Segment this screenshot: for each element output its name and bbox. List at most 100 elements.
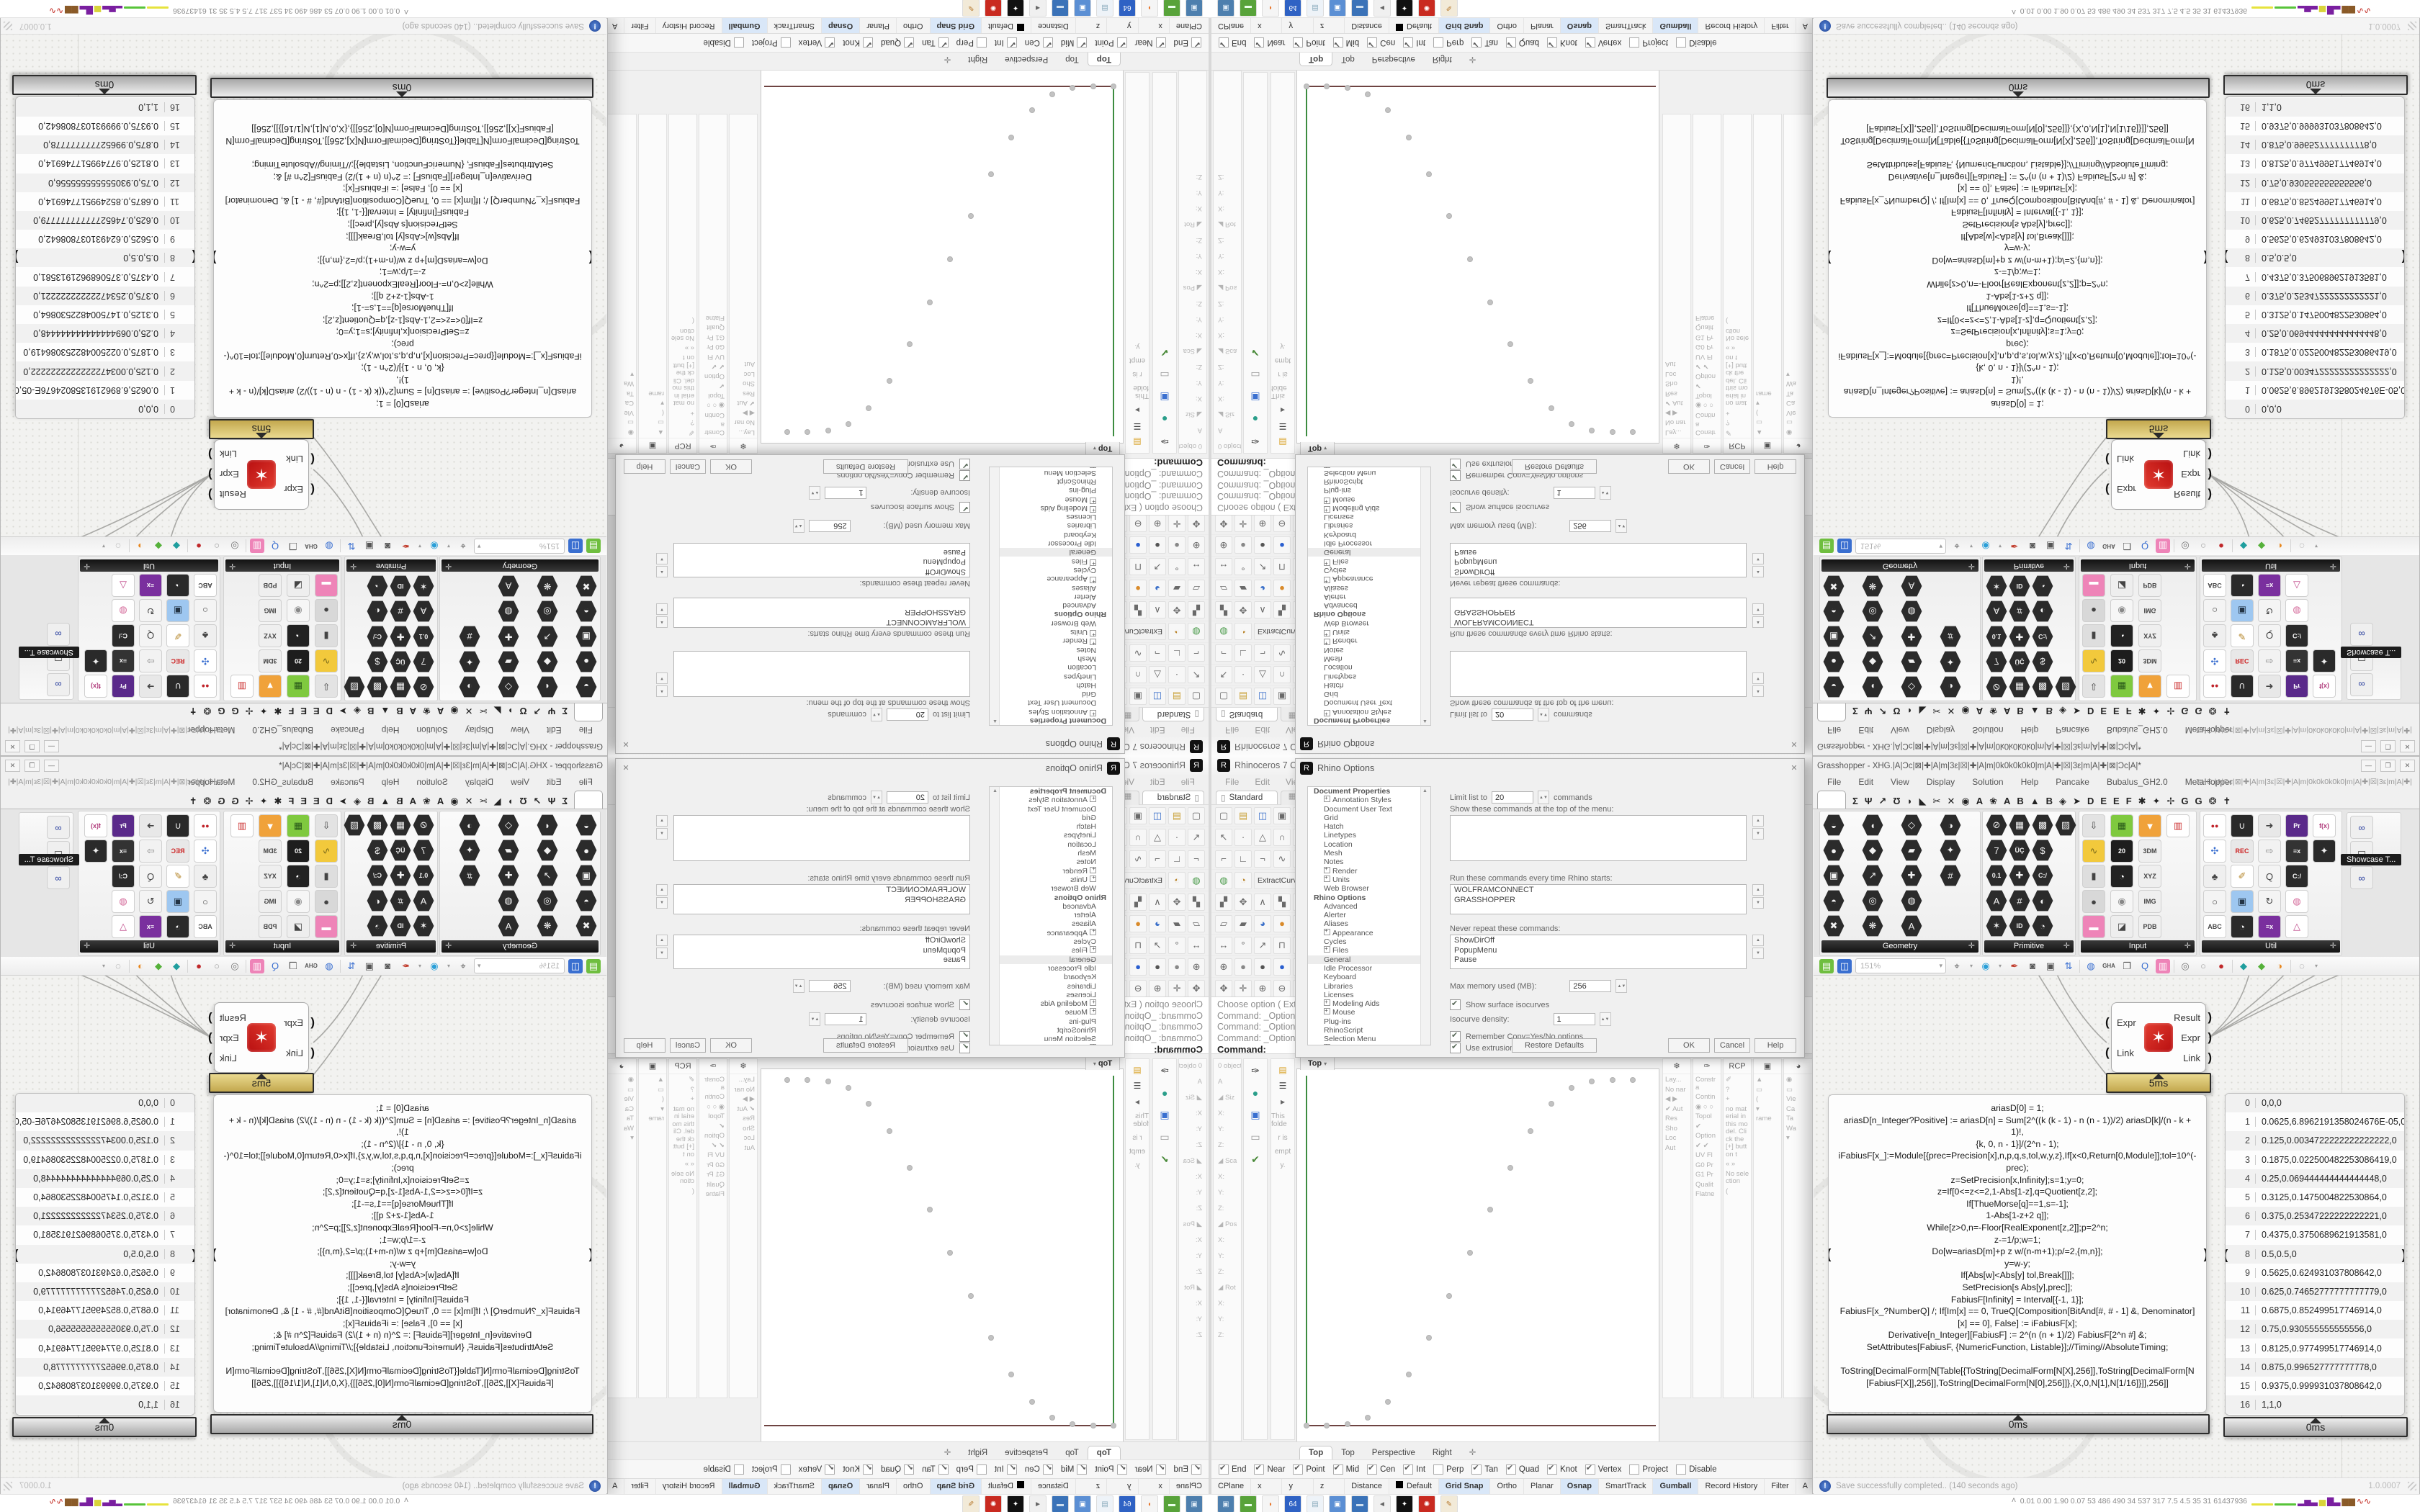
taskbar-app-icon[interactable]: ▬ xyxy=(1351,0,1368,17)
grasshopper-menu-item[interactable]: Display xyxy=(1926,725,1955,735)
toolbar-icon[interactable]: ⊕ xyxy=(1254,979,1271,997)
toolbar-icon[interactable]: ▚ xyxy=(1129,893,1147,911)
osnap-toggle[interactable]: End xyxy=(1219,37,1246,48)
component-icon[interactable]: ◐ xyxy=(367,600,388,622)
component-icon[interactable]: ∪ xyxy=(166,814,189,837)
expand-icon[interactable] xyxy=(1324,709,1330,716)
component-tab[interactable]: G xyxy=(2195,706,2202,716)
component-icon[interactable]: ▦ xyxy=(287,675,310,698)
component-icon[interactable]: ◑ xyxy=(459,676,480,698)
grasshopper-menu-item[interactable]: MetaHopper xyxy=(2184,777,2233,787)
canvas-toolbar-icon[interactable]: ▣ xyxy=(364,541,375,552)
toolbar-tab-standard[interactable]: ▯ Standard xyxy=(1142,791,1204,804)
panel-tab-icon[interactable]: ◕ xyxy=(1784,438,1813,453)
component-icon[interactable]: A xyxy=(498,575,519,597)
component-icon[interactable]: ◍ xyxy=(2285,890,2308,913)
component-tab[interactable]: ❂ xyxy=(203,796,212,806)
canvas-toolbar-icon[interactable]: 151% xyxy=(1855,539,1946,554)
osnap-toggle[interactable]: Quad xyxy=(1505,37,1539,48)
close-icon[interactable]: ✕ xyxy=(2400,759,2415,772)
close-icon[interactable]: ✕ xyxy=(622,739,629,748)
list-item[interactable]: WOLFRAMCONNECT xyxy=(886,886,966,894)
checkbox[interactable] xyxy=(1116,37,1127,48)
osnap-toggle[interactable]: Cen xyxy=(1025,37,1053,48)
status-segment[interactable]: SmartTrack xyxy=(766,17,821,33)
canvas-toolbar-icon[interactable] xyxy=(2232,959,2233,973)
tree-item[interactable]: Linetypes xyxy=(1324,831,1356,840)
toolbar-icon[interactable]: ⊕ xyxy=(1215,536,1232,554)
component-tab[interactable]: ◈ xyxy=(353,796,361,806)
expand-icon[interactable] xyxy=(1090,559,1096,566)
tree-item[interactable]: Keyboard xyxy=(1324,530,1356,539)
component-icon[interactable]: # xyxy=(390,890,411,912)
component-icon[interactable]: $ xyxy=(2032,651,2053,672)
component-icon[interactable]: REC xyxy=(2231,840,2254,863)
component-icon[interactable]: ◔ xyxy=(2032,575,2053,597)
component-tab[interactable]: E xyxy=(2113,706,2120,716)
toolbar-icon[interactable]: △ xyxy=(1149,666,1166,684)
list-item[interactable]: WOLFRAMCONNECT xyxy=(886,618,966,626)
component-icon[interactable]: ❋ xyxy=(537,575,558,597)
canvas-toolbar-icon[interactable]: ◉ xyxy=(430,960,439,971)
component-icon[interactable]: C:/ xyxy=(112,865,135,888)
component-icon[interactable]: ∪ xyxy=(2231,675,2254,698)
component-icon[interactable]: ●● xyxy=(194,675,217,698)
expand-icon[interactable] xyxy=(1324,505,1330,513)
panel-tab-icon[interactable]: ▣ xyxy=(1754,1059,1781,1074)
checkbox[interactable] xyxy=(862,37,873,48)
toolbar-icon[interactable]: ↔ xyxy=(1215,936,1232,954)
grasshopper-menu-item[interactable]: Solution xyxy=(1972,725,2004,735)
tree-scrollbar[interactable] xyxy=(1420,787,1430,1045)
toolbar-icon[interactable]: ▢ xyxy=(1188,688,1205,706)
canvas-toolbar-icon[interactable]: ◫ xyxy=(568,539,583,554)
osnap-toggle[interactable]: Disable xyxy=(704,37,744,48)
status-segment[interactable]: CPlane xyxy=(1168,17,1209,33)
grasshopper-menu-item[interactable]: Bubalus_GH2.0 xyxy=(2106,777,2168,787)
data-panel[interactable]: 0 0,0,0 1 0.0625,6.8962191358024676E-05,… xyxy=(2225,96,2405,419)
rhino-menu-item[interactable]: File xyxy=(1180,777,1195,787)
component-icon[interactable]: ◖ xyxy=(537,676,558,698)
tree-item[interactable]: Units xyxy=(990,875,1112,884)
taskbar-app-icon[interactable]: ✺ xyxy=(1418,1495,1435,1512)
grasshopper-menu-item[interactable]: Edit xyxy=(546,725,562,735)
input-port[interactable]: Expr xyxy=(284,1017,303,1028)
osnap-toggle[interactable]: Tan xyxy=(922,37,949,48)
list-item[interactable]: GRASSHOPPER xyxy=(905,895,966,904)
component-icon[interactable]: ♣ xyxy=(194,624,217,647)
component-icon[interactable]: # xyxy=(1940,626,1961,647)
expand-icon[interactable] xyxy=(1090,709,1096,716)
component-tab[interactable]: E xyxy=(2100,706,2107,716)
component-icon[interactable]: ◇ xyxy=(1901,814,1922,836)
component-icon[interactable]: IMG xyxy=(259,890,282,913)
canvas-toolbar-icon[interactable]: ◎ xyxy=(2181,960,2190,971)
component-tab[interactable] xyxy=(1817,791,1846,809)
canvas-toolbar-icon[interactable]: Q xyxy=(271,960,279,971)
show-commands-list[interactable] xyxy=(673,651,970,697)
canvas-toolbar-icon[interactable]: ✒ xyxy=(2010,541,2019,552)
component-tab[interactable]: G xyxy=(218,706,225,716)
canvas-toolbar-icon[interactable]: ◆ xyxy=(2240,960,2247,971)
component-icon[interactable]: ∿ xyxy=(315,649,338,672)
show-commands-list[interactable] xyxy=(1450,651,1747,697)
component-icon[interactable]: ⇨ xyxy=(139,840,162,863)
tree-item[interactable]: Web Browser xyxy=(1324,618,1369,628)
component-icon[interactable]: ● xyxy=(575,651,597,672)
viewport-tab[interactable]: Top xyxy=(1299,53,1333,66)
component-icon[interactable]: C:/ xyxy=(2032,626,2053,647)
component-icon[interactable]: ◑ xyxy=(459,814,480,836)
viewport-top[interactable]: Top ▾ xyxy=(761,1056,1124,1443)
checkbox[interactable] xyxy=(1629,37,1640,48)
component-icon[interactable]: # xyxy=(1940,865,1961,886)
component-tab[interactable]: Ψ xyxy=(1864,706,1873,716)
toolbar-icon[interactable]: ● xyxy=(1254,536,1271,554)
toolbar-icon[interactable]: ✥ xyxy=(1215,515,1232,533)
component-icon[interactable]: ◓ xyxy=(1823,890,1845,912)
component-tab[interactable]: ✢ xyxy=(2166,706,2175,716)
component-tab[interactable]: ❂ xyxy=(203,706,212,716)
viewport-tab[interactable]: Top xyxy=(1065,55,1079,63)
component-tab[interactable]: Ψ xyxy=(1864,796,1873,806)
tree-item[interactable]: Licenses xyxy=(1324,990,1354,999)
grasshopper-menu-item[interactable]: Help xyxy=(2020,725,2039,735)
output-port[interactable]: Expr xyxy=(2181,1030,2211,1045)
toolbar-icon[interactable]: ∿ xyxy=(1273,850,1291,868)
